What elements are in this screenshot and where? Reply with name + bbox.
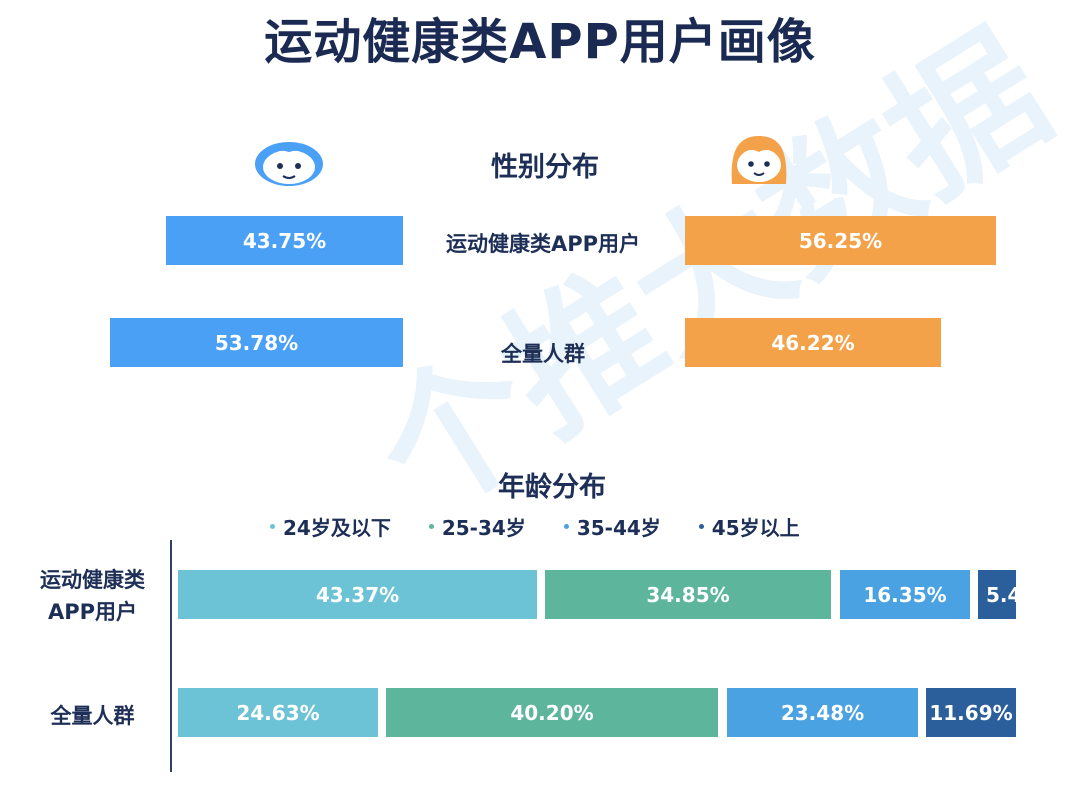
age-section-title: 年龄分布	[498, 472, 606, 503]
bar-value: 23.48%	[780, 700, 865, 725]
bar-value: 40.20%	[510, 700, 594, 725]
age-bar-segment: 24.63%	[178, 688, 378, 737]
age-bar-segment: 23.48%	[727, 688, 918, 737]
legend-item: 45岁以上	[698, 512, 800, 541]
legend-item: 24岁及以下	[270, 512, 391, 541]
bar-value: 34.85%	[646, 582, 730, 607]
legend-dot-icon	[428, 524, 434, 529]
age-row-label-line: APP用户	[47, 600, 138, 624]
legend-label: 25-34岁	[441, 516, 526, 540]
boy-face-icon	[255, 142, 323, 186]
gender-section-title: 性别分布	[491, 152, 599, 183]
bar-value: 53.78%	[214, 330, 299, 355]
legend-label: 24岁及以下	[283, 516, 391, 540]
legend-dot-icon	[270, 524, 275, 529]
y-axis-line	[170, 540, 172, 772]
legend-dot-icon	[563, 524, 569, 529]
age-bar-segment: 11.69%	[926, 688, 1016, 737]
legend-item: 25-34岁	[428, 512, 526, 541]
gender-bar-female: 56.25%	[685, 216, 996, 265]
bar-value: 43.37%	[315, 582, 400, 607]
age-legend: 24岁及以下 25-34岁 35-44岁 45岁以上	[270, 512, 800, 541]
legend-label: 45岁以上	[711, 516, 800, 540]
bar-value: 24.63%	[236, 700, 320, 725]
age-bar-segment: 16.35%	[840, 570, 970, 619]
age-bar-segment: 40.20%	[386, 688, 718, 737]
bar-value: 56.25%	[798, 228, 883, 253]
age-bar-segment: 34.85%	[545, 570, 831, 619]
age-row-label-line: 运动健康类	[40, 568, 145, 592]
page-title: 运动健康类APP用户画像	[264, 14, 816, 70]
bar-value: 43.75%	[242, 228, 327, 253]
age-row-label: 运动健康类 APP用户	[20, 564, 165, 628]
age-row-label: 全量人群	[50, 704, 135, 728]
legend-label: 35-44岁	[576, 516, 661, 540]
gender-row-label: 运动健康类APP用户	[445, 232, 641, 256]
bar-value: 11.69%	[929, 700, 1013, 725]
gender-bar-male: 53.78%	[110, 318, 403, 367]
gender-row-label: 全量人群	[501, 342, 585, 366]
age-bar-segment: 43.37%	[178, 570, 537, 619]
bar-value: 16.35%	[863, 582, 947, 607]
girl-face-icon	[731, 136, 787, 184]
gender-bar-female: 46.22%	[685, 318, 941, 367]
legend-dot-icon	[698, 524, 704, 529]
bar-value: 46.22%	[771, 330, 855, 355]
legend-item: 35-44岁	[563, 512, 661, 541]
age-bar-segment: 5.4	[978, 570, 1016, 619]
bar-value: 5.4	[986, 582, 1016, 607]
gender-bar-male: 43.75%	[166, 216, 403, 265]
